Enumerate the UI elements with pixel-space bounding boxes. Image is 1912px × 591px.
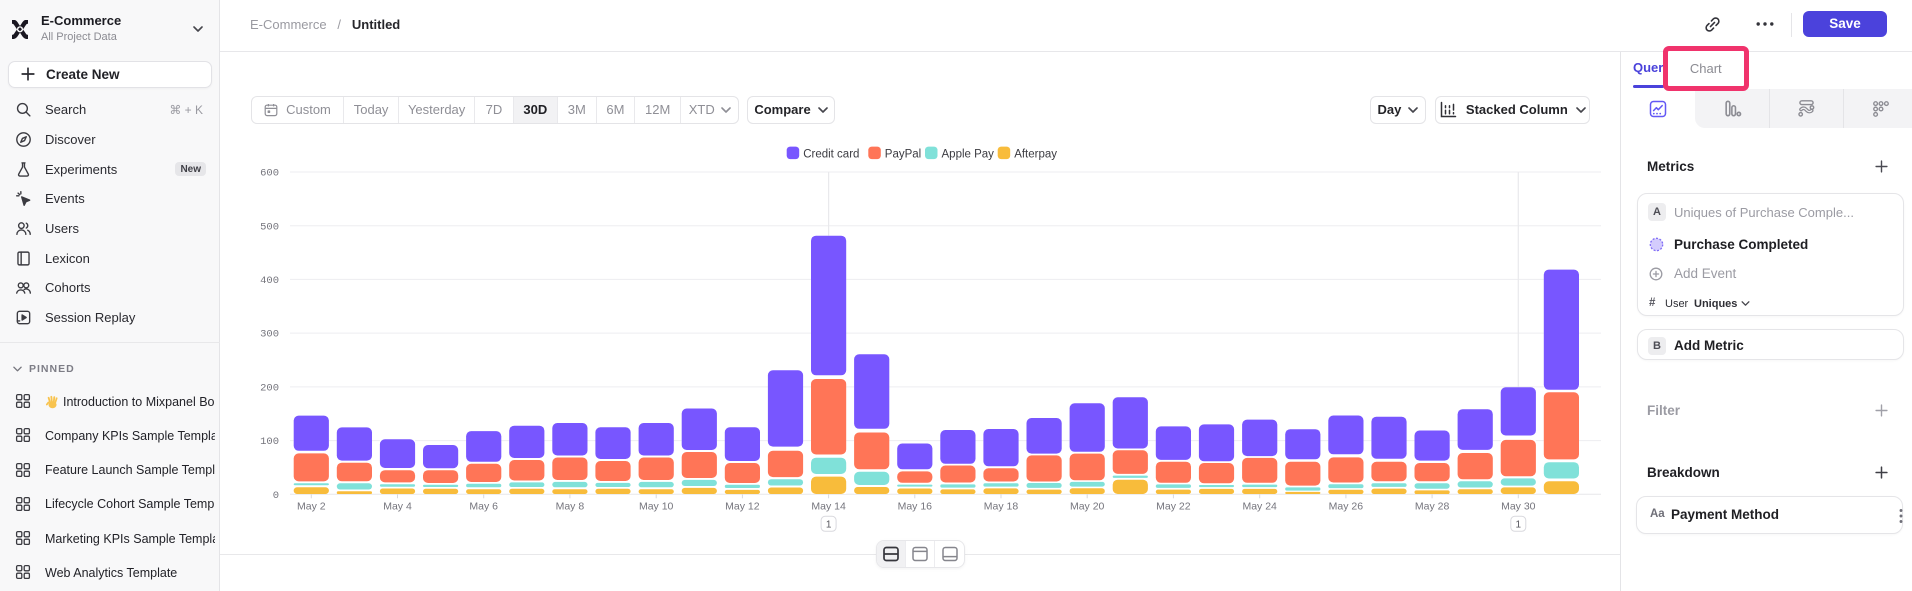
svg-text:1: 1 bbox=[1516, 519, 1522, 530]
svg-text:May 18: May 18 bbox=[984, 501, 1019, 513]
svg-text:400: 400 bbox=[260, 275, 279, 287]
svg-text:500: 500 bbox=[260, 221, 279, 233]
svg-text:600: 600 bbox=[260, 168, 279, 180]
svg-text:May 28: May 28 bbox=[1415, 501, 1450, 513]
svg-text:0: 0 bbox=[273, 490, 279, 502]
svg-text:May 8: May 8 bbox=[556, 501, 585, 513]
svg-text:200: 200 bbox=[260, 383, 279, 395]
svg-text:Credit card: Credit card bbox=[803, 148, 859, 160]
svg-text:May 14: May 14 bbox=[811, 501, 846, 513]
svg-text:May 12: May 12 bbox=[725, 501, 760, 513]
svg-text:May 6: May 6 bbox=[469, 501, 498, 513]
svg-text:May 26: May 26 bbox=[1329, 501, 1364, 513]
svg-text:PayPal: PayPal bbox=[885, 148, 921, 160]
svg-text:May 2: May 2 bbox=[297, 501, 326, 513]
svg-text:May 4: May 4 bbox=[383, 501, 412, 513]
svg-text:May 16: May 16 bbox=[898, 501, 933, 513]
svg-text:May 10: May 10 bbox=[639, 501, 674, 513]
svg-text:May 22: May 22 bbox=[1156, 501, 1191, 513]
svg-text:May 20: May 20 bbox=[1070, 501, 1105, 513]
svg-text:100: 100 bbox=[260, 436, 279, 448]
svg-text:Afterpay: Afterpay bbox=[1014, 148, 1057, 160]
svg-text:Apple Pay: Apple Pay bbox=[942, 148, 995, 160]
svg-text:300: 300 bbox=[260, 329, 279, 341]
svg-text:May 30: May 30 bbox=[1501, 501, 1536, 513]
svg-text:1: 1 bbox=[826, 519, 832, 530]
svg-text:May 24: May 24 bbox=[1242, 501, 1277, 513]
